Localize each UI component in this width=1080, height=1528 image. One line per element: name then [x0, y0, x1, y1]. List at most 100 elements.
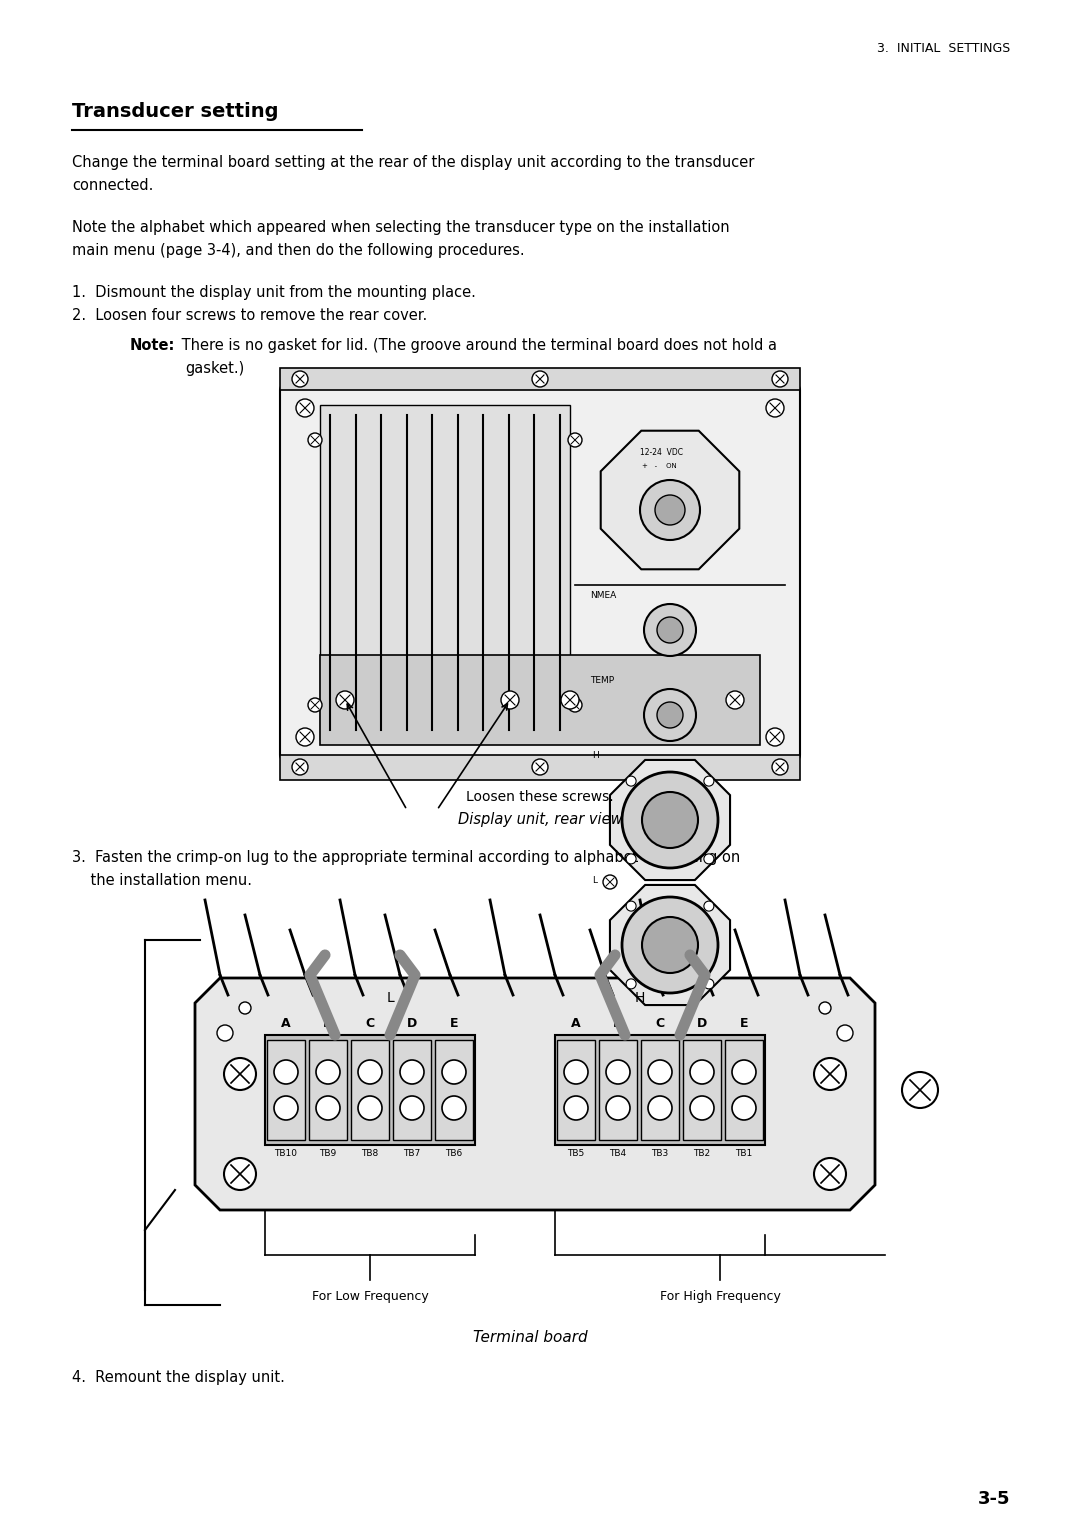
- Circle shape: [657, 701, 683, 727]
- Circle shape: [648, 1096, 672, 1120]
- Circle shape: [336, 691, 354, 709]
- Text: H: H: [592, 750, 598, 759]
- Bar: [393, 1041, 431, 1140]
- Bar: [599, 1041, 637, 1140]
- Bar: [725, 1041, 762, 1140]
- Circle shape: [239, 1174, 251, 1186]
- Text: B: B: [323, 1018, 333, 1030]
- Bar: [309, 1041, 347, 1140]
- Text: Note the alphabet which appeared when selecting the transducer type on the insta: Note the alphabet which appeared when se…: [72, 220, 730, 235]
- Circle shape: [606, 1060, 630, 1083]
- Circle shape: [732, 1096, 756, 1120]
- Circle shape: [357, 1060, 382, 1083]
- Circle shape: [766, 727, 784, 746]
- Circle shape: [400, 1096, 424, 1120]
- Text: A: A: [281, 1018, 291, 1030]
- Bar: [351, 1041, 389, 1140]
- Text: A: A: [571, 1018, 581, 1030]
- Circle shape: [626, 776, 636, 785]
- Text: TB3: TB3: [651, 1149, 669, 1158]
- Circle shape: [626, 854, 636, 863]
- Circle shape: [704, 902, 714, 911]
- Bar: [280, 368, 800, 390]
- Circle shape: [814, 1057, 846, 1089]
- Text: Note:: Note:: [130, 338, 175, 353]
- Circle shape: [442, 1060, 465, 1083]
- Circle shape: [357, 1096, 382, 1120]
- Circle shape: [819, 1174, 831, 1186]
- Bar: [557, 1041, 595, 1140]
- Text: D: D: [697, 1018, 707, 1030]
- Circle shape: [644, 604, 696, 656]
- Text: H: H: [635, 992, 645, 1005]
- Circle shape: [642, 917, 698, 973]
- Circle shape: [772, 371, 788, 387]
- Bar: [320, 405, 570, 740]
- Circle shape: [532, 371, 548, 387]
- Text: TB8: TB8: [362, 1149, 379, 1158]
- Circle shape: [400, 1060, 424, 1083]
- Text: C: C: [656, 1018, 664, 1030]
- Text: TB4: TB4: [609, 1149, 626, 1158]
- Polygon shape: [195, 978, 875, 1210]
- Bar: [435, 1041, 473, 1140]
- Text: 3.  INITIAL  SETTINGS: 3. INITIAL SETTINGS: [877, 41, 1010, 55]
- Circle shape: [657, 617, 683, 643]
- Text: There is no gasket for lid. (The groove around the terminal board does not hold : There is no gasket for lid. (The groove …: [177, 338, 777, 353]
- Circle shape: [837, 1025, 853, 1041]
- Circle shape: [224, 1057, 256, 1089]
- Circle shape: [642, 792, 698, 848]
- Circle shape: [690, 1096, 714, 1120]
- Bar: [555, 1034, 765, 1144]
- Bar: [265, 1034, 475, 1144]
- Circle shape: [766, 399, 784, 417]
- Circle shape: [316, 1096, 340, 1120]
- Circle shape: [626, 902, 636, 911]
- Text: For Low Frequency: For Low Frequency: [312, 1290, 429, 1303]
- Circle shape: [292, 759, 308, 775]
- Text: Change the terminal board setting at the rear of the display unit according to t: Change the terminal board setting at the…: [72, 154, 754, 170]
- Circle shape: [501, 691, 519, 709]
- Text: TB2: TB2: [693, 1149, 711, 1158]
- Text: Loosen these screws.: Loosen these screws.: [467, 790, 613, 804]
- Text: 3-5: 3-5: [977, 1490, 1010, 1508]
- Circle shape: [568, 432, 582, 448]
- Text: 3.  Fasten the crimp-on lug to the appropriate terminal according to alphabet ap: 3. Fasten the crimp-on lug to the approp…: [72, 850, 740, 865]
- Bar: [280, 755, 800, 779]
- Circle shape: [814, 1158, 846, 1190]
- Text: L: L: [592, 876, 597, 885]
- Circle shape: [532, 759, 548, 775]
- Circle shape: [224, 1158, 256, 1190]
- Circle shape: [603, 876, 617, 889]
- Circle shape: [308, 432, 322, 448]
- Bar: [683, 1041, 721, 1140]
- Circle shape: [568, 698, 582, 712]
- Bar: [642, 1041, 679, 1140]
- Text: Display unit, rear view: Display unit, rear view: [458, 811, 622, 827]
- Polygon shape: [600, 431, 740, 570]
- Circle shape: [606, 1096, 630, 1120]
- Text: Transducer setting: Transducer setting: [72, 102, 279, 121]
- Circle shape: [316, 1060, 340, 1083]
- Circle shape: [648, 1060, 672, 1083]
- Text: L: L: [387, 992, 394, 1005]
- FancyBboxPatch shape: [280, 385, 800, 759]
- Text: 12-24  VDC: 12-24 VDC: [640, 448, 683, 457]
- Text: E: E: [449, 1018, 458, 1030]
- Circle shape: [561, 691, 579, 709]
- Circle shape: [292, 371, 308, 387]
- Circle shape: [622, 772, 718, 868]
- Text: TB1: TB1: [735, 1149, 753, 1158]
- Text: Terminal board: Terminal board: [473, 1329, 588, 1345]
- Circle shape: [564, 1096, 588, 1120]
- Text: TEMP: TEMP: [590, 675, 615, 685]
- Circle shape: [732, 1060, 756, 1083]
- Text: B: B: [613, 1018, 623, 1030]
- Circle shape: [217, 1025, 233, 1041]
- Circle shape: [640, 480, 700, 539]
- Circle shape: [690, 1060, 714, 1083]
- Circle shape: [274, 1096, 298, 1120]
- Circle shape: [902, 1073, 939, 1108]
- Text: NMEA: NMEA: [590, 591, 617, 601]
- Text: TB9: TB9: [320, 1149, 337, 1158]
